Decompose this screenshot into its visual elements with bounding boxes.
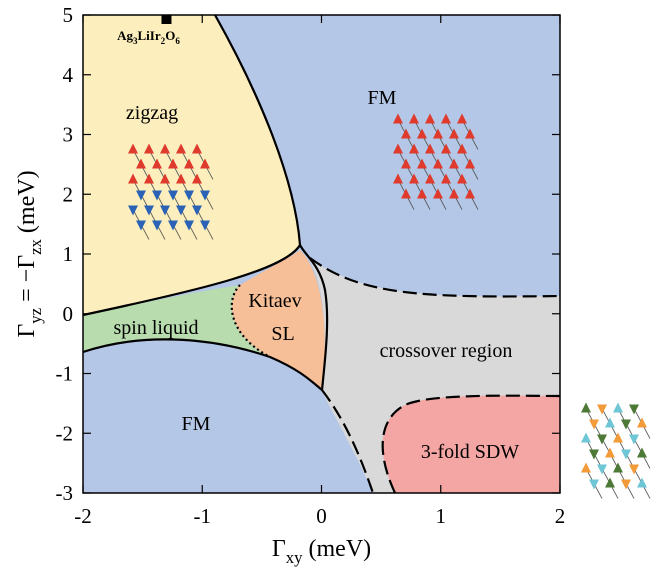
point-label-part: O bbox=[165, 28, 175, 43]
x-tick-label: 2 bbox=[555, 504, 566, 528]
spin-arrow bbox=[589, 420, 599, 430]
region-label: SL bbox=[271, 323, 294, 345]
regions bbox=[83, 15, 560, 493]
spin-arrow bbox=[605, 478, 615, 488]
y-tick-label: -2 bbox=[56, 421, 74, 445]
spin-arrow bbox=[589, 450, 599, 460]
region-label: FM bbox=[368, 87, 397, 109]
point-label-part: Ag bbox=[117, 28, 133, 43]
spin-arrow bbox=[637, 448, 647, 458]
spin-arrow bbox=[605, 418, 615, 428]
data-point bbox=[161, 15, 171, 24]
spin-arrow bbox=[597, 405, 607, 415]
region-label: zigzag bbox=[126, 102, 178, 124]
region-label: FM bbox=[182, 413, 211, 435]
chart: -2-1012-3-2-1012345Γxy (meV)Γyz = −Γzx (… bbox=[0, 0, 664, 567]
y-tick-label: -3 bbox=[56, 481, 74, 505]
spin-arrow bbox=[629, 405, 639, 415]
spin-arrow bbox=[597, 465, 607, 475]
y-tick-label: 5 bbox=[63, 3, 74, 27]
y-tick-label: -1 bbox=[56, 362, 74, 386]
point-label-part: LiIr bbox=[138, 28, 161, 43]
spin-arrow bbox=[621, 420, 631, 430]
y-tick-label: 4 bbox=[63, 63, 74, 87]
y-axis-label-part: = −Γ bbox=[14, 255, 40, 308]
spin-arrow bbox=[637, 418, 647, 428]
y-axis-label-part: zx bbox=[26, 238, 45, 254]
y-tick-label: 1 bbox=[63, 242, 74, 266]
spin-arrow bbox=[605, 448, 615, 458]
y-tick-label: 2 bbox=[63, 182, 74, 206]
spin-arrow bbox=[613, 463, 623, 473]
point-label-part: 6 bbox=[175, 36, 180, 46]
spin-arrow bbox=[629, 435, 639, 445]
x-tick-label: -2 bbox=[74, 504, 92, 528]
spin-arrow bbox=[581, 403, 591, 413]
x-tick-label: -1 bbox=[194, 504, 212, 528]
y-axis-label-part: Γ bbox=[14, 324, 40, 338]
spin-arrow bbox=[621, 450, 631, 460]
spin-arrow bbox=[613, 403, 623, 413]
x-axis-label-part: xy bbox=[286, 548, 303, 567]
y-tick-label: 3 bbox=[63, 123, 74, 147]
spin-arrow bbox=[629, 465, 639, 475]
y-axis-label: Γyz = −Γzx (meV) bbox=[14, 170, 45, 337]
spin-arrow bbox=[589, 480, 599, 490]
x-axis-label: Γxy (meV) bbox=[272, 536, 371, 567]
region-label: crossover region bbox=[380, 340, 513, 362]
region-label: 3-fold SDW bbox=[421, 441, 519, 463]
spin-arrow bbox=[637, 478, 647, 488]
spin-arrow bbox=[621, 480, 631, 490]
spin-arrow bbox=[597, 435, 607, 445]
x-tick-label: 1 bbox=[436, 504, 447, 528]
y-axis-label-part: yz bbox=[26, 308, 45, 324]
x-tick-label: 0 bbox=[316, 504, 327, 528]
spin-arrow bbox=[581, 433, 591, 443]
spin-arrow bbox=[613, 433, 623, 443]
y-tick-label: 0 bbox=[63, 302, 74, 326]
spin-arrow bbox=[581, 463, 591, 473]
x-axis-label-part: Γ bbox=[272, 536, 286, 562]
region-label: Kitaev bbox=[248, 290, 301, 312]
region-label: spin liquid bbox=[113, 317, 198, 339]
x-axis-label-part: (meV) bbox=[303, 536, 372, 562]
y-axis-label-part: (meV) bbox=[14, 170, 40, 239]
